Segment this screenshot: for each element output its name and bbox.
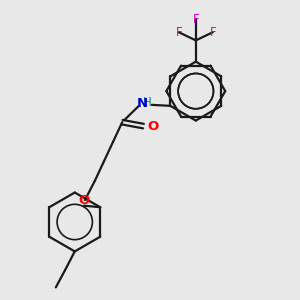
Text: F: F	[209, 26, 216, 39]
Text: O: O	[78, 194, 90, 207]
Text: F: F	[176, 26, 182, 39]
Text: N: N	[136, 97, 147, 110]
Text: H: H	[143, 96, 152, 110]
Text: O: O	[147, 120, 158, 133]
Text: F: F	[193, 13, 199, 26]
